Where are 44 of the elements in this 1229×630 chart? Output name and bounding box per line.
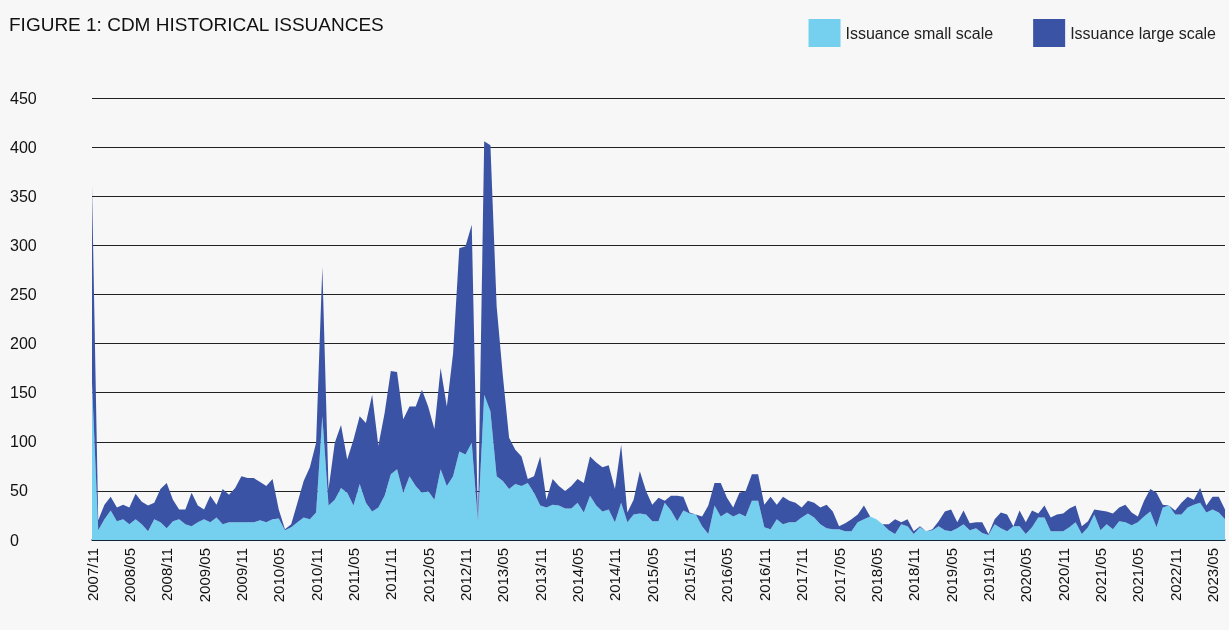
x-tick-label: 2009/11 bbox=[232, 548, 250, 602]
x-tick-label: 2012/11 bbox=[457, 548, 475, 602]
x-tick-label: 2008/11 bbox=[158, 548, 176, 602]
chart-title: FIGURE 1: CDM HISTORICAL ISSUANCES bbox=[9, 14, 384, 35]
x-tick-label: 2011/11 bbox=[382, 548, 400, 600]
y-tick-label: 150 bbox=[10, 384, 37, 402]
x-tick-label: 2016/11 bbox=[755, 548, 773, 602]
x-tick-label: 2014/11 bbox=[606, 548, 624, 602]
y-tick-label: 300 bbox=[10, 236, 37, 254]
legend-label: Issuance small scale bbox=[845, 24, 994, 42]
x-tick-label: 2009/05 bbox=[195, 548, 213, 603]
x-tick-label: 2019/11 bbox=[979, 548, 997, 602]
x-tick-label: 2016/05 bbox=[718, 548, 736, 603]
x-tick-label: 2010/11 bbox=[307, 548, 325, 602]
x-tick-label: 2020/11 bbox=[1054, 548, 1072, 602]
x-tick-label: 2021/05 bbox=[1129, 548, 1147, 603]
y-tick-label: 50 bbox=[10, 482, 28, 500]
x-tick-label: 2022/11 bbox=[1166, 548, 1184, 602]
x-tick-label: 2015/05 bbox=[643, 548, 661, 603]
y-tick-label: 400 bbox=[10, 138, 37, 156]
x-tick-label: 2017/11 bbox=[793, 548, 811, 602]
y-tick-label: 350 bbox=[10, 187, 37, 205]
y-tick-label: 0 bbox=[10, 531, 19, 549]
x-tick-label: 2017/05 bbox=[830, 548, 848, 603]
x-tick-label: 2023/05 bbox=[1204, 548, 1222, 603]
x-tick-label: 2012/05 bbox=[419, 548, 437, 603]
x-tick-label: 2013/05 bbox=[494, 548, 512, 603]
x-tick-label: 2020/05 bbox=[1017, 548, 1035, 603]
x-tick-label: 2015/11 bbox=[681, 548, 699, 602]
x-tick-label: 2019/05 bbox=[942, 548, 960, 603]
legend-label: Issuance large scale bbox=[1070, 24, 1217, 42]
y-tick-label: 250 bbox=[10, 285, 37, 303]
x-tick-label: 2010/05 bbox=[270, 548, 288, 603]
x-tick-label: 2011/05 bbox=[344, 548, 362, 602]
x-tick-label: 2007/11 bbox=[83, 548, 101, 602]
y-tick-label: 200 bbox=[10, 335, 37, 353]
y-tick-label: 100 bbox=[10, 433, 37, 451]
x-tick-label: 2014/05 bbox=[569, 548, 587, 603]
x-tick-label: 2018/05 bbox=[867, 548, 885, 603]
x-tick-label: 2013/11 bbox=[531, 548, 549, 602]
x-tick-label: 2018/11 bbox=[905, 548, 923, 602]
x-tick-label: 2008/05 bbox=[120, 548, 138, 603]
y-tick-label: 450 bbox=[10, 89, 37, 107]
x-tick-label: 2021/05 bbox=[1091, 548, 1109, 603]
